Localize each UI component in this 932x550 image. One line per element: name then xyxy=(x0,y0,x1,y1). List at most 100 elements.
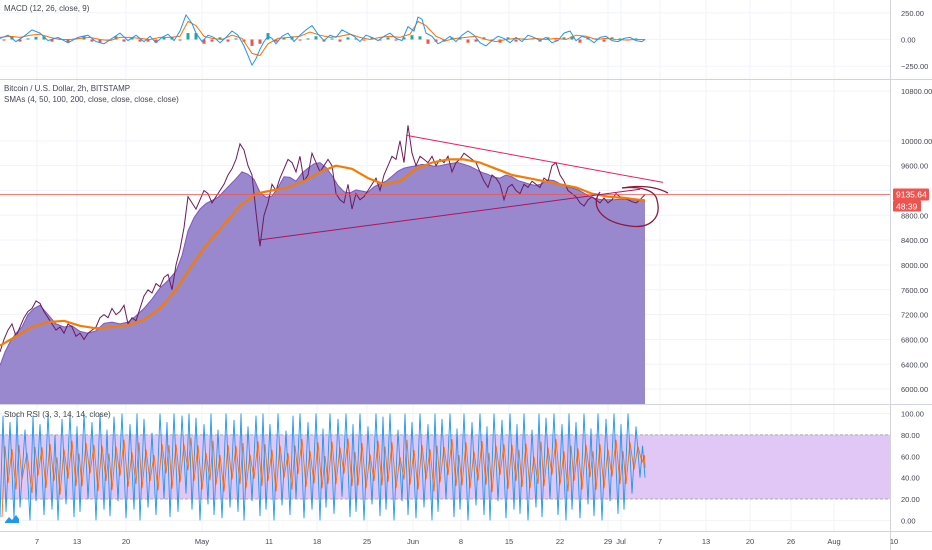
macd-hist-bar-0 xyxy=(2,39,6,41)
time-tick-label-3: May xyxy=(195,537,209,546)
countdown-badge-bg xyxy=(893,200,921,212)
trendline-drawings[interactable] xyxy=(257,134,664,241)
macd-hist-bar-45 xyxy=(362,39,366,41)
macd-hist-bar-26 xyxy=(210,39,214,42)
macd-hist-bar-2 xyxy=(18,39,22,42)
macd-hist-bar-58 xyxy=(466,39,470,43)
price-scale[interactable]: 250.00 0.00 −250.00 10800.00 10000.00 9600.00… xyxy=(901,9,932,526)
macd-hist-bar-51 xyxy=(410,35,414,40)
macd-hist-bar-34 xyxy=(274,39,278,42)
time-tick-label-16: 26 xyxy=(787,537,795,546)
macd-hist-bar-48 xyxy=(386,37,390,40)
time-tick-label-18: 10 xyxy=(890,537,898,546)
trendline-1[interactable] xyxy=(257,188,641,241)
macd-hist-bar-49 xyxy=(394,39,398,41)
time-tick-label-17: Aug xyxy=(827,537,840,546)
macd-hist-bar-36 xyxy=(290,36,294,40)
price-tick-label-5: 8400.00 xyxy=(901,236,928,245)
macd-hist-bar-75 xyxy=(602,39,606,42)
macd-hist-bar-22 xyxy=(178,39,182,41)
price-tick-label-0: 10800.00 xyxy=(901,87,932,96)
macd-hist-bar-6 xyxy=(50,39,54,42)
price-pane[interactable] xyxy=(0,125,890,404)
macd-hist-bar-68 xyxy=(546,37,550,40)
macd-tick-label-1: 0.00 xyxy=(901,36,916,45)
macd-tick-label-0: 250.00 xyxy=(901,9,924,18)
macd-hist-bar-38 xyxy=(306,38,310,40)
macd-hist-bar-19 xyxy=(154,39,158,43)
macd-hist-bar-18 xyxy=(146,39,150,42)
macd-hist-bar-23 xyxy=(186,33,190,40)
time-tick-label-13: 7 xyxy=(658,537,662,546)
macd-hist-bar-79 xyxy=(634,38,638,40)
time-tick-label-0: 7 xyxy=(35,537,39,546)
trendline-0[interactable] xyxy=(405,134,664,183)
macd-hist-bar-41 xyxy=(330,38,334,40)
price-tick-label-4: 8800.00 xyxy=(901,211,928,220)
macd-hist-bar-27 xyxy=(218,37,222,40)
macd-hist-bar-76 xyxy=(610,37,614,40)
macd-hist-bar-4 xyxy=(34,36,38,40)
macd-hist-bar-52 xyxy=(418,36,422,40)
time-tick-label-4: 11 xyxy=(265,537,273,546)
macd-hist-bar-14 xyxy=(114,36,118,40)
price-title[interactable]: Bitcoin / U.S. Dollar, 2h, BITSTAMP xyxy=(4,84,131,93)
macd-line xyxy=(0,13,646,67)
stoch-rsi-title[interactable]: Stoch RSI (3, 3, 14, 14, close) xyxy=(4,410,111,419)
price-tick-label-1: 10000.00 xyxy=(901,137,932,146)
stoch-tick-label-1: 80.00 xyxy=(901,431,920,440)
macd-hist-bar-11 xyxy=(90,39,94,42)
macd-hist-bar-47 xyxy=(378,39,382,41)
time-tick-label-5: 18 xyxy=(313,537,321,546)
macd-hist-bar-50 xyxy=(402,37,406,40)
time-tick-label-8: 8 xyxy=(459,537,463,546)
macd-hist-bar-53 xyxy=(426,39,430,44)
current-price-badge-bg xyxy=(893,188,929,201)
macd-hist-bar-12 xyxy=(98,39,102,43)
time-tick-label-6: 25 xyxy=(363,537,371,546)
current-price-badge: 9135.64 48:39 xyxy=(893,188,929,212)
macd-hist-bar-63 xyxy=(506,37,510,40)
annotation-arrow[interactable] xyxy=(621,185,669,194)
macd-tick-label-2: −250.00 xyxy=(901,62,928,71)
time-scale[interactable]: 7 13 20 May 11 18 25 Jun 8 15 22 29 Jul 7 13 20 26 Aug 10 xyxy=(35,537,898,546)
tradingview-logo-icon[interactable] xyxy=(4,514,20,524)
macd-hist-bar-77 xyxy=(618,38,622,40)
stoch-tick-label-2: 60.00 xyxy=(901,452,920,461)
annotation-ellipse[interactable] xyxy=(595,186,659,228)
stoch-tick-label-5: 0.00 xyxy=(901,516,916,525)
countdown-label: 48:39 xyxy=(896,201,918,211)
macd-hist-bar-69 xyxy=(554,39,558,41)
macd-hist-bar-35 xyxy=(282,37,286,40)
price-area-fill xyxy=(0,162,645,404)
macd-hist-bar-32 xyxy=(258,39,262,44)
price-tick-label-10: 6400.00 xyxy=(901,360,928,369)
price-tick-label-7: 7600.00 xyxy=(901,286,928,295)
time-tick-label-10: 22 xyxy=(556,537,564,546)
macd-hist-bar-70 xyxy=(562,37,566,40)
current-price-label: 9135.64 xyxy=(896,189,927,199)
macd-hist-bar-46 xyxy=(370,37,374,40)
price-tick-label-9: 6800.00 xyxy=(901,335,928,344)
macd-hist-bar-17 xyxy=(138,39,142,42)
macd-hist-bar-5 xyxy=(42,36,46,40)
macd-hist-bar-72 xyxy=(578,39,582,43)
macd-hist-bar-71 xyxy=(570,36,574,40)
time-tick-label-15: 20 xyxy=(746,537,754,546)
time-tick-label-1: 13 xyxy=(73,537,81,546)
stoch-rsi-pane[interactable] xyxy=(0,413,890,521)
stoch-tick-label-4: 20.00 xyxy=(901,495,920,504)
stoch-tick-label-0: 100.00 xyxy=(901,410,924,419)
macd-hist-bar-15 xyxy=(122,39,126,42)
macd-title[interactable]: MACD (12, 26, close, 9) xyxy=(4,4,90,13)
macd-hist-bar-39 xyxy=(314,36,318,40)
stoch-rsi-k-line xyxy=(0,413,646,521)
price-tick-label-6: 8000.00 xyxy=(901,261,928,270)
macd-pane[interactable] xyxy=(0,13,646,67)
price-subtitle[interactable]: SMAs (4, 50, 100, 200, close, close, clo… xyxy=(4,95,179,104)
macd-hist-bar-31 xyxy=(250,39,254,46)
macd-hist-bar-28 xyxy=(226,39,230,42)
time-tick-label-2: 20 xyxy=(122,537,130,546)
macd-hist-bar-20 xyxy=(162,37,166,40)
